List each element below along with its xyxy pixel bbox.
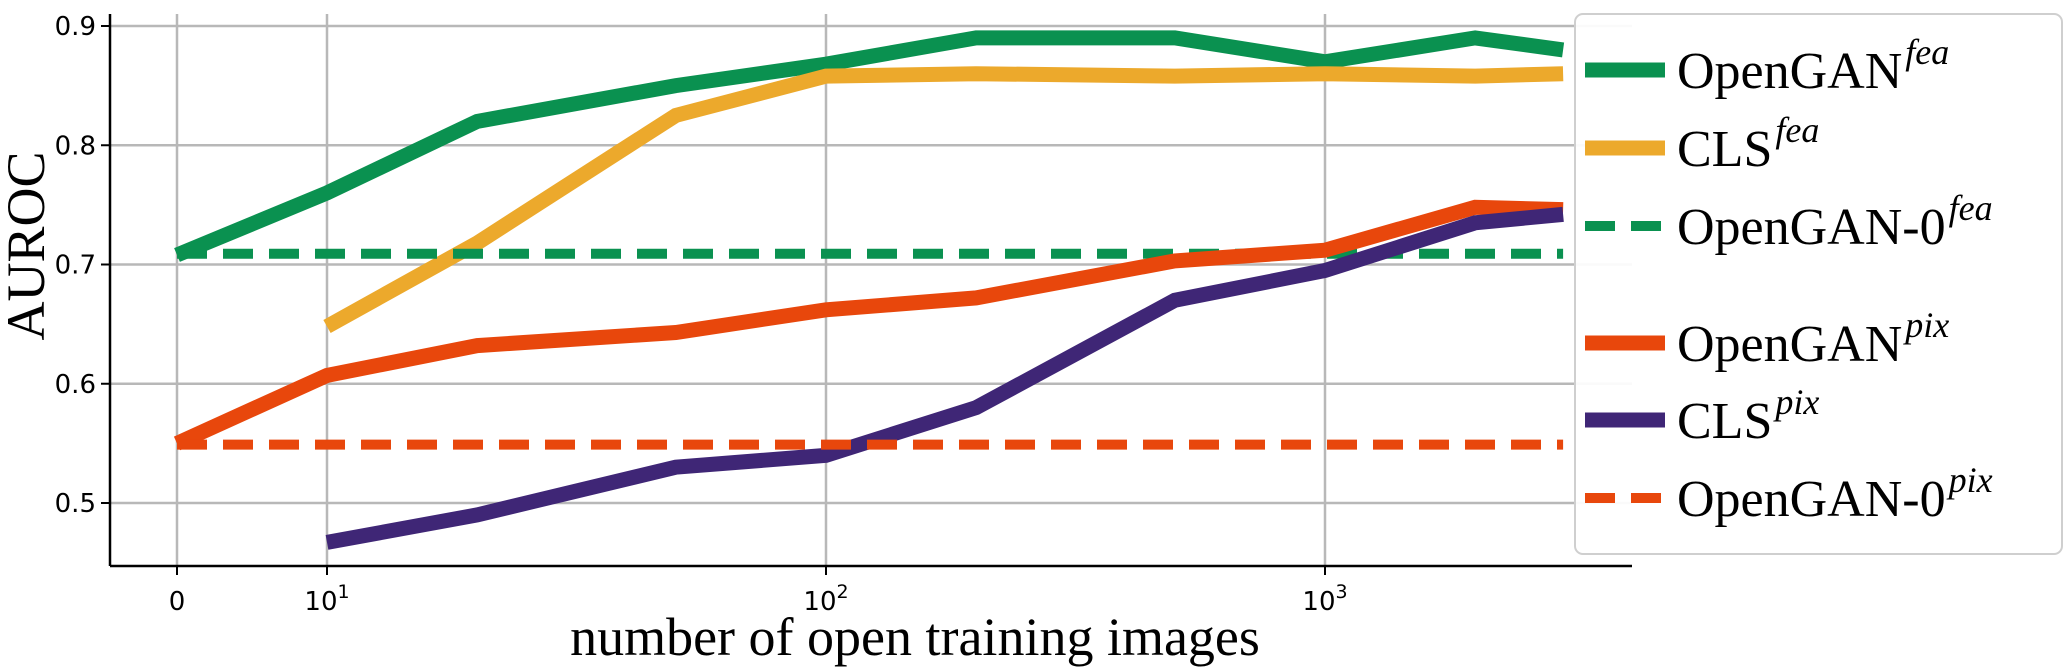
series-line-opengan-pix bbox=[173, 199, 1564, 451]
y-tick-label: 0.5 bbox=[55, 489, 96, 519]
series-line-cls-fea bbox=[323, 66, 1564, 334]
legend-label: OpenGAN-0pix bbox=[1677, 460, 1993, 528]
y-tick-label: 0.7 bbox=[55, 251, 96, 281]
y-tick-label: 0.6 bbox=[55, 370, 96, 400]
y-axis-title: AUROC bbox=[0, 151, 56, 340]
x-tick-label: 102 bbox=[803, 581, 848, 617]
grid-lines bbox=[110, 14, 1632, 566]
legend-label: CLSfea bbox=[1677, 110, 1819, 178]
series-line-opengan-fea bbox=[174, 30, 1565, 262]
legend: OpenGANfea CLSfea OpenGAN-0fea OpenGANpix CL… bbox=[1574, 13, 2063, 555]
x-axis-title: number of open training images bbox=[570, 607, 1260, 667]
x-tick-label: 101 bbox=[304, 581, 349, 617]
y-tick-label: 0.8 bbox=[55, 131, 96, 161]
series-line-cls-pix bbox=[325, 206, 1564, 550]
legend-box bbox=[1574, 13, 2063, 555]
legend-items: OpenGANfea CLSfea OpenGAN-0fea OpenGANpix CL… bbox=[1585, 32, 1993, 528]
x-tick-label: 103 bbox=[1302, 581, 1347, 617]
legend-label: CLSpix bbox=[1677, 382, 1819, 450]
ticks: 0.5 0.6 0.7 0.8 0.9 0 101 102 103 bbox=[55, 12, 1348, 617]
legend-label: OpenGANfea bbox=[1677, 32, 1949, 100]
legend-label: OpenGANpix bbox=[1677, 305, 1949, 373]
legend-label: OpenGAN-0fea bbox=[1677, 188, 1993, 256]
x-tick-label: 0 bbox=[169, 587, 186, 617]
series-layer bbox=[173, 30, 1565, 550]
axes bbox=[108, 14, 1632, 568]
y-tick-label: 0.9 bbox=[55, 12, 96, 42]
